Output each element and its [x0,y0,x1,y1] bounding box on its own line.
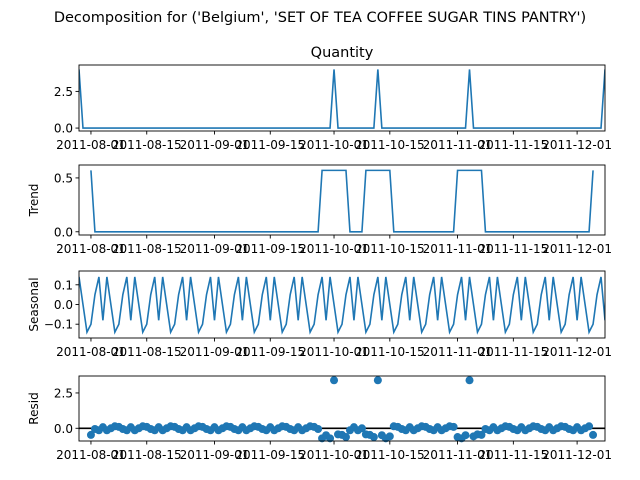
ytick-label-trend: 0.5 [54,171,73,185]
xtick-label-seasonal: 2011-08-01 [56,345,126,359]
xtick-label-trend: 2011-09-15 [235,242,305,256]
ytick-label-resid: 2.5 [54,386,73,400]
xtick-label-seasonal: 2011-10-01 [299,345,369,359]
axes-frame-trend [78,164,606,236]
xtick-label-seasonal: 2011-08-15 [112,345,182,359]
panel-seasonal: Seasonal −0.10.00.12011-08-012011-08-1520… [27,270,612,359]
resid-point [314,424,323,433]
xtick-label-resid: 2011-09-01 [180,448,250,462]
xtick-label-resid: 2011-09-15 [235,448,305,462]
ytick-label-observed: 2.5 [54,85,73,99]
ytick-label-observed: 0.0 [54,122,73,136]
xtick-label-trend: 2011-11-15 [478,242,548,256]
ylabel-resid: Resid [27,392,41,424]
xtick-label-resid: 2011-08-01 [56,448,126,462]
xtick-label-observed: 2011-09-01 [180,138,250,152]
ytick-label-trend: 0.0 [54,225,73,239]
figure-suptitle: Decomposition for ('Belgium', 'SET OF TE… [54,10,586,26]
xtick-label-observed: 2011-08-15 [112,138,182,152]
panel-observed: Quantity0.02.52011-08-012011-08-152011-0… [54,45,612,152]
resid-point [585,422,594,431]
series-line-seasonal [79,276,605,335]
ylabel-seasonal: Seasonal [27,277,41,331]
ytick-label-seasonal: −0.1 [44,318,73,332]
xtick-label-observed: 2011-11-01 [423,138,493,152]
xtick-label-resid: 2011-11-15 [478,448,548,462]
xtick-label-resid: 2011-10-15 [355,448,425,462]
xtick-label-trend: 2011-10-15 [355,242,425,256]
resid-point [465,376,474,385]
xtick-label-resid: 2011-08-15 [112,448,182,462]
xtick-label-seasonal: 2011-09-01 [180,345,250,359]
xtick-label-seasonal: 2011-12-01 [542,345,612,359]
xtick-label-observed: 2011-10-01 [299,138,369,152]
xtick-label-seasonal: 2011-11-01 [423,345,493,359]
xtick-label-resid: 2011-12-01 [542,448,612,462]
xtick-label-seasonal: 2011-11-15 [478,345,548,359]
resid-point [341,433,350,442]
resid-point [86,430,95,439]
resid-point [589,430,598,439]
panel-trend: Trend 0.0 0.5 2011-08-012011-08-152011-09-0… [27,164,612,256]
xtick-label-resid: 2011-11-01 [423,448,493,462]
resid-point [449,422,458,431]
resid-point [477,430,486,439]
resid-point [369,433,378,442]
xtick-label-observed: 2011-12-01 [542,138,612,152]
xtick-label-resid: 2011-10-01 [299,448,369,462]
series-line-trend [90,169,594,233]
xtick-label-trend: 2011-08-15 [112,242,182,256]
xtick-label-observed: 2011-10-15 [355,138,425,152]
axes-frame-observed [78,64,606,132]
xtick-label-seasonal: 2011-09-15 [235,345,305,359]
xtick-label-trend: 2011-10-01 [299,242,369,256]
resid-point [357,424,366,433]
ylabel-trend: Trend [27,184,41,218]
panel-resid: Resid 0.0 2.5 2011-08-012011-08-152011-09-0… [27,375,612,462]
ytick-label-seasonal: 0.1 [54,278,73,292]
panels: Quantity0.02.52011-08-012011-08-152011-0… [27,45,612,462]
xtick-label-seasonal: 2011-10-15 [355,345,425,359]
resid-point [326,434,335,443]
xtick-label-trend: 2011-12-01 [542,242,612,256]
xtick-label-trend: 2011-09-01 [180,242,250,256]
xtick-label-observed: 2011-11-15 [478,138,548,152]
resid-point [373,376,382,385]
axes-frame-resid [78,375,606,442]
xtick-label-observed: 2011-08-01 [56,138,126,152]
panel-title-observed: Quantity [311,45,374,61]
series-line-observed [79,69,605,129]
ytick-label-resid: 0.0 [54,422,73,436]
ytick-label-seasonal: 0.0 [54,298,73,312]
resid-point [385,432,394,441]
xtick-label-observed: 2011-09-15 [235,138,305,152]
xtick-label-trend: 2011-11-01 [423,242,493,256]
resid-point [330,376,339,385]
resid-point [461,431,470,440]
xtick-label-trend: 2011-08-01 [56,242,126,256]
